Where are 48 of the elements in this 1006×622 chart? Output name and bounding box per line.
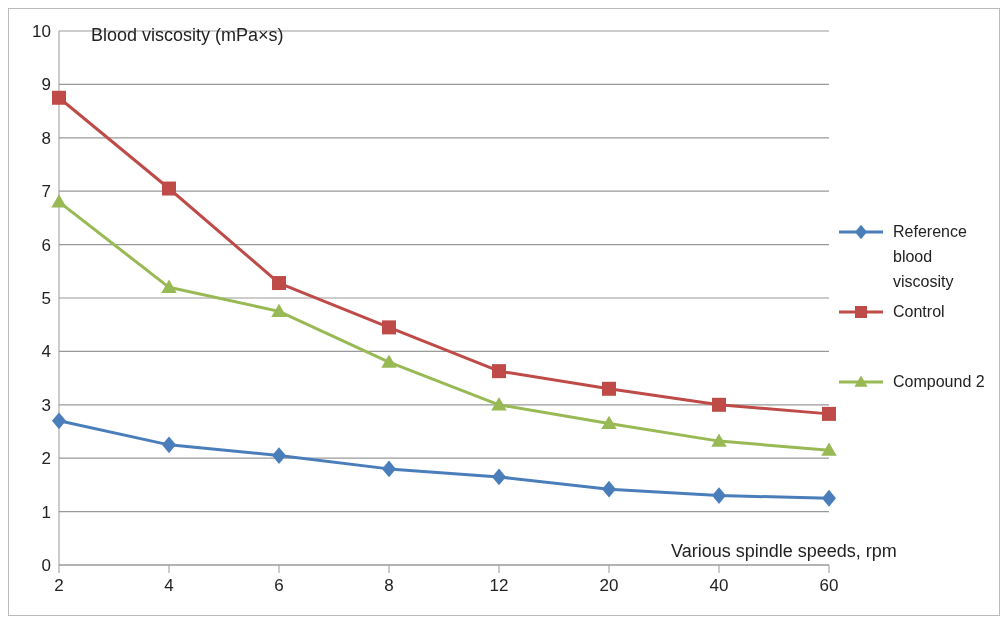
x-tick-label: 2 [54,576,64,596]
y-tick-label: 8 [41,128,51,148]
point [272,276,286,291]
y-tick-label: 3 [41,395,51,415]
x-tick-label: 6 [274,576,284,596]
point [272,447,286,464]
y-tick-label: 1 [41,502,51,522]
point [162,436,176,454]
point [382,460,396,478]
point [711,433,727,447]
point [162,181,176,196]
y-tick-label: 6 [41,235,51,255]
point [822,489,836,507]
y-tick-label: 4 [41,342,51,362]
point [51,194,67,208]
point [52,90,66,105]
point [492,468,506,486]
point [602,480,616,498]
x-tick-label: 60 [819,576,839,596]
point [492,364,506,379]
y-tick-label: 10 [32,22,51,42]
x-tick-label: 20 [599,576,619,596]
y-tick-label: 5 [41,289,51,309]
y-tick-label: 2 [41,449,51,469]
point [822,406,836,421]
x-tick-label: 4 [164,576,174,596]
x-axis-title: Various spindle speeds, rpm [671,541,897,562]
point [161,279,177,293]
y-tick-label: 9 [41,75,51,95]
y-tick-label: 7 [41,182,51,202]
point [602,381,616,396]
legend-label: Control [893,302,945,322]
x-tick-label: 12 [489,576,509,596]
point [712,487,726,504]
point [52,412,66,430]
point [821,442,837,456]
legend-label: Reference blood viscosity [893,222,968,292]
x-tick-label: 8 [384,576,394,596]
point [381,354,397,368]
point [271,303,287,317]
point [712,397,726,412]
point [382,320,396,335]
y-tick-label: 0 [41,556,51,576]
legend-label: Compound 2 [893,372,985,392]
point [491,397,507,411]
y-axis-title: Blood viscosity (mPa×s) [91,25,284,46]
x-tick-label: 40 [709,576,729,596]
point [601,415,617,430]
